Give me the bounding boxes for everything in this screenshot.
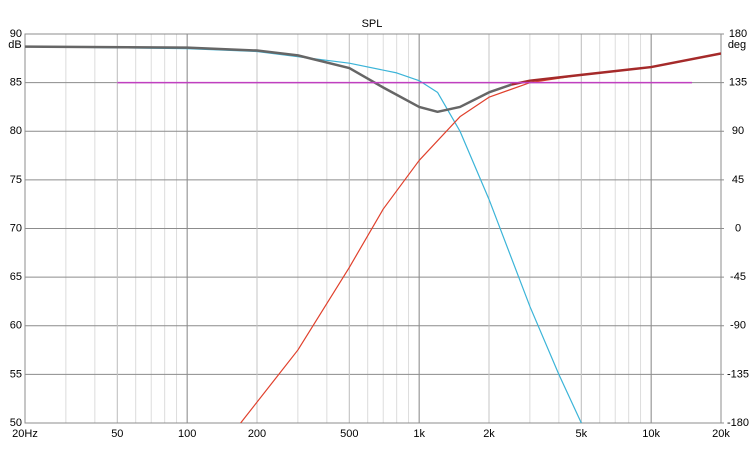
plot-frame (24, 33, 722, 424)
y-tick-label: 50 (10, 417, 22, 429)
y2-axis-unit: deg (728, 39, 746, 51)
series-line (25, 45, 512, 114)
y-tick-label: 55 (10, 368, 22, 380)
x-tick-label: 100 (178, 428, 196, 440)
y2-tick-label: 90 (732, 125, 744, 137)
x-tick-label: 200 (248, 428, 266, 440)
x-tick-label: 2k (483, 428, 495, 440)
x-tick-label: 50 (111, 428, 123, 440)
y-tick-label: 60 (10, 320, 22, 332)
y2-tick-label: -180 (727, 417, 749, 429)
y2-tick-label: 45 (732, 174, 744, 186)
x-tick-label: 5k (576, 428, 588, 440)
y-axis-unit: dB (8, 39, 21, 51)
y2-tick-label: 0 (735, 222, 741, 234)
x-tick-label: 20k (712, 428, 730, 440)
x-tick-label: 10k (642, 428, 660, 440)
y2-tick-label: 180 (729, 28, 747, 40)
x-tick-label: 20Hz (12, 428, 38, 440)
x-tick-label: 1k (413, 428, 425, 440)
y-tick-label: 70 (10, 222, 22, 234)
chart-title: SPL (362, 18, 383, 30)
y2-tick-label: -90 (730, 320, 746, 332)
y2-tick-label: -135 (727, 368, 749, 380)
y-tick-label: 90 (10, 28, 22, 40)
y2-tick-label: -45 (730, 271, 746, 283)
y-tick-label: 75 (10, 174, 22, 186)
x-tick-label: 500 (340, 428, 358, 440)
y-tick-label: 85 (10, 77, 22, 89)
y-tick-label: 65 (10, 271, 22, 283)
y2-tick-label: 135 (729, 77, 747, 89)
y-tick-label: 80 (10, 125, 22, 137)
